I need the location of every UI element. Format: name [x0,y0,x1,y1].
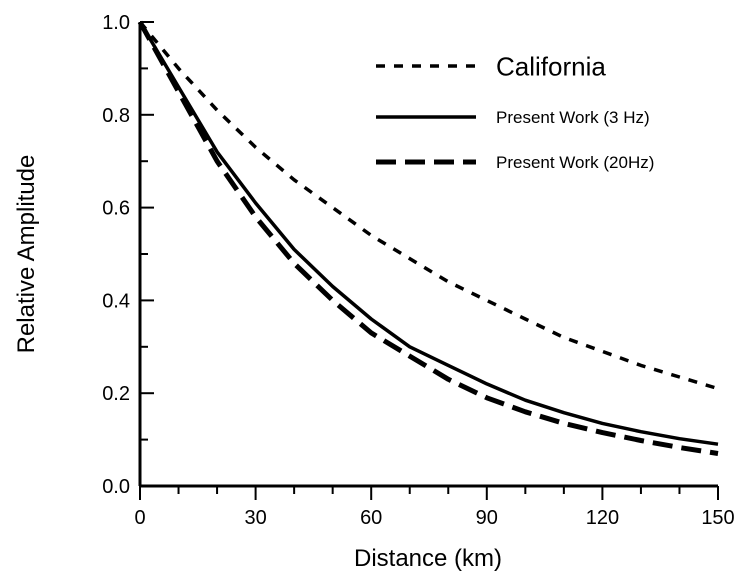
y-tick-label: 0.4 [102,290,130,312]
y-tick-label: 1.0 [102,12,130,34]
series-lines [137,20,719,456]
y-tick-label: 0.2 [102,383,130,405]
y-tick-label: 0.0 [102,476,130,498]
x-tick-label: 60 [360,507,382,529]
axis-ticks [139,21,719,500]
y-tick-label: 0.8 [102,105,130,127]
tick-labels: 0 30 60 90 120 150 0.0 0.2 0.4 0.6 0.8 1.0 [102,12,735,529]
series-line-present-work-3-hz [138,21,719,446]
series-line-present-work-20hz [137,20,719,456]
legend-label: Present Work (3 Hz) [496,108,650,127]
plot-area [138,22,718,488]
legend-label: Present Work (20Hz) [496,153,654,172]
x-axis-title: Distance (km) [354,545,502,572]
x-tick-label: 150 [701,507,734,529]
x-tick-label: 90 [476,507,498,529]
x-tick-label: 120 [586,507,619,529]
x-tick-label: 0 [134,507,145,529]
legend: California Present Work (3 Hz) Present Wor… [376,51,654,172]
y-axis-title: Relative Amplitude [13,155,40,354]
legend-label: California [496,51,606,81]
y-tick-label: 0.6 [102,198,130,220]
series-line-california [138,20,719,391]
x-tick-label: 30 [244,507,266,529]
